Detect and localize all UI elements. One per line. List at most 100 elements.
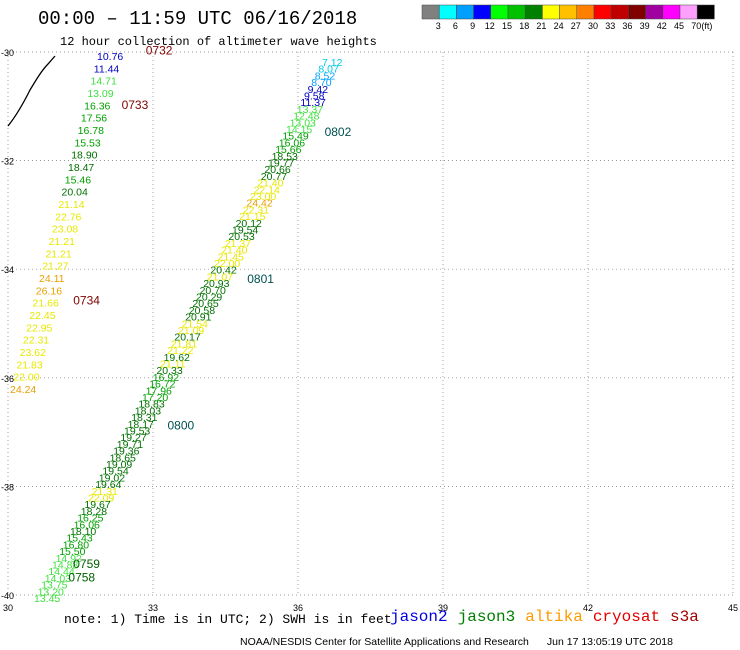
east-track-value: 18.31 — [131, 412, 157, 424]
generated-timestamp: Jun 17 13:05:19 UTC 2018 — [546, 636, 673, 648]
east-track-value: 19.62 — [164, 352, 190, 364]
legend-tick-label: 33 — [605, 21, 615, 31]
legend-tick-label: 36 — [622, 21, 632, 31]
east-track-value: 15.66 — [275, 144, 301, 156]
east-track-value: 21.81 — [171, 338, 197, 350]
east-track-value: 13.37 — [297, 104, 323, 116]
east-track-value: 20.12 — [236, 218, 262, 230]
east-track-value: 13.03 — [290, 117, 316, 129]
east-track-value: 21.40 — [257, 178, 283, 190]
legend-tick-label: 42 — [657, 21, 667, 31]
legend-tick-label: 30 — [588, 21, 598, 31]
east-track-value: 15.50 — [59, 546, 85, 558]
legend-swatch — [559, 4, 578, 20]
y-tick-label: -30 — [1, 48, 14, 58]
east-track-value: 8.70 — [311, 77, 332, 89]
east-track-value: 22.00 — [214, 258, 240, 270]
east-track-value: 16.06 — [74, 519, 100, 531]
east-track-value: 19.71 — [117, 439, 143, 451]
legend-tick-label: 9 — [470, 21, 475, 31]
east-track-value: 16.06 — [279, 137, 305, 149]
east-track-value: 20.70 — [200, 285, 226, 297]
east-track-value: 19.36 — [113, 446, 139, 458]
west-track-value: 10.76 — [97, 51, 123, 63]
east-track-value: 16.92 — [153, 372, 179, 384]
east-track-value: 20.66 — [264, 164, 290, 176]
time-label: 0800 — [168, 418, 195, 432]
legend-swatch — [490, 4, 509, 20]
legend-swatch — [662, 4, 681, 20]
east-track-value: 21.31 — [92, 486, 118, 498]
west-track-value: 20.04 — [62, 187, 88, 199]
west-track-value: 22.31 — [23, 335, 49, 347]
time-label: 0733 — [122, 98, 149, 112]
legend-tick-label: 6 — [453, 21, 458, 31]
east-track-value: 13.20 — [38, 586, 64, 598]
east-track-value: 22.14 — [254, 184, 280, 196]
west-track-value: 22.00 — [13, 372, 39, 384]
legend-tick-label: 12 — [485, 21, 495, 31]
east-track-value: 19.77 — [268, 158, 294, 170]
east-track-value: 14.15 — [286, 124, 312, 136]
east-track-value: 22.09 — [88, 493, 114, 505]
credit-footer: NOAA/NESDIS Center for Satellite Applica… — [240, 636, 673, 648]
west-track-value: 13.09 — [87, 88, 113, 100]
satellite-label: s3a — [670, 608, 699, 626]
time-label: 0759 — [73, 557, 100, 571]
legend-tick-label: 27 — [571, 21, 581, 31]
east-track-value: 15.43 — [66, 533, 92, 545]
units-note: note: 1) Time is in UTC; 2) SWH is in fe… — [64, 612, 392, 627]
legend-tick-label: 18 — [519, 21, 529, 31]
east-track-value: 21.40 — [221, 245, 247, 257]
east-track-value: 24.42 — [246, 198, 272, 210]
east-track-value: 8.07 — [318, 64, 339, 76]
east-track-value: 18.17 — [128, 419, 154, 431]
legend-swatch — [610, 4, 629, 20]
west-track-value: 22.45 — [29, 310, 55, 322]
west-track-value: 21.21 — [45, 248, 71, 260]
x-tick-label: 42 — [583, 603, 593, 613]
track-labels: 10.7611.4414.7113.0916.3617.5616.7815.53… — [10, 51, 343, 605]
credit-text: NOAA/NESDIS Center for Satellite Applica… — [240, 636, 529, 648]
satellite-label: altika — [525, 608, 583, 626]
legend-swatch — [421, 4, 440, 20]
time-label: 0802 — [325, 125, 352, 139]
legend-tick-label: 3 — [436, 21, 441, 31]
east-track-value: 20.33 — [156, 365, 182, 377]
legend-swatch — [679, 4, 698, 20]
east-track-value: 16.80 — [63, 539, 89, 551]
east-track-value: 19.64 — [95, 479, 121, 491]
east-track-value: 19.54 — [102, 466, 128, 478]
legend-swatch — [628, 4, 646, 20]
map-axes: 30 33 36 39 42 45 -30 -32 -34 -36 -38 -40 — [1, 48, 738, 613]
page-title: 00:00 – 11:59 UTC 06/16/2018 — [38, 8, 358, 30]
west-track-value: 22.95 — [26, 322, 52, 334]
east-track-value: 18.83 — [138, 399, 164, 411]
east-track-value: 14.92 — [56, 553, 82, 565]
east-track-value: 9.58 — [304, 91, 325, 103]
east-track-value: 14.44 — [48, 566, 74, 578]
satellite-label: jason2 — [390, 608, 448, 626]
east-track-value: 21.37 — [225, 238, 251, 250]
legend-unit: (ft) — [701, 21, 712, 31]
east-track-value: 20.77 — [261, 171, 287, 183]
satellite-label: cryosat — [592, 608, 661, 626]
west-track-value: 24.11 — [39, 273, 65, 285]
east-track-value: 13.75 — [41, 580, 67, 592]
west-track-value: 18.47 — [68, 162, 94, 174]
east-track-value: 21.22 — [167, 345, 193, 357]
east-track-value: 12.48 — [293, 111, 319, 123]
east-track-value: 22.31 — [243, 204, 269, 216]
east-track-value: 19.53 — [124, 426, 150, 438]
legend-swatch — [524, 4, 543, 20]
x-tick-label: 39 — [438, 603, 448, 613]
west-track-value: 21.83 — [16, 359, 42, 371]
legend-tick-label: 39 — [640, 21, 650, 31]
east-track-value: 16.72 — [149, 379, 175, 391]
satellite-label: jason3 — [457, 608, 516, 626]
east-track-value: 23.00 — [250, 191, 276, 203]
west-track-value: 22.76 — [55, 211, 81, 223]
east-track-value: 21.07 — [207, 271, 233, 283]
legend-swatch — [438, 4, 457, 20]
